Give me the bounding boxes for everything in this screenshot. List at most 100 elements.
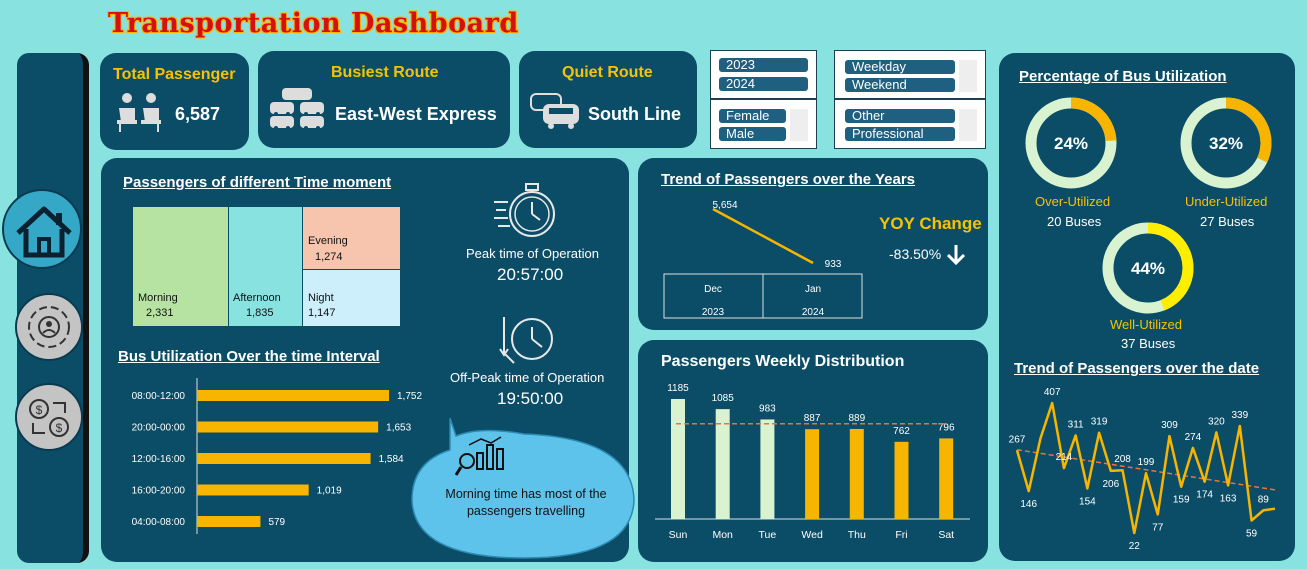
busiest-route-label: Busiest Route — [331, 64, 439, 81]
treemap-afternoon — [228, 207, 302, 326]
trend-years-panel — [638, 158, 988, 330]
slicer-scroll[interactable] — [790, 109, 808, 141]
treemap-night-label: Night — [308, 292, 334, 304]
weekly-value-label: 889 — [848, 413, 865, 424]
home-icon[interactable] — [2, 189, 82, 269]
weekly-value-label: 1185 — [667, 383, 689, 394]
people-network-icon[interactable] — [15, 293, 83, 361]
slicer-item-professional[interactable]: Professional — [845, 127, 955, 141]
clock-rewind-icon — [496, 309, 560, 374]
date-point-label: 208 — [1114, 454, 1131, 465]
weekly-value-label: 983 — [759, 403, 776, 414]
hbar-bar — [197, 421, 379, 433]
slicer-item-female[interactable]: Female — [719, 109, 786, 123]
hbar-value-label: 579 — [268, 517, 285, 528]
analytics-icon — [454, 435, 507, 484]
offpeak-label: Off-Peak time of Operation — [450, 370, 605, 385]
date-point-label: 274 — [1185, 432, 1202, 443]
weekly-value-label: 762 — [893, 426, 910, 437]
weekly-bar — [849, 428, 864, 519]
year-point-label: 5,654 — [712, 200, 737, 211]
treemap-night — [302, 270, 400, 326]
donut-under-label: Under-Utilized — [1185, 194, 1268, 209]
donut-well-count: 37 Buses — [1121, 336, 1176, 351]
weekly-category-label: Sat — [938, 529, 954, 541]
hbar-value-label: 1,752 — [397, 391, 422, 402]
date-point-label: 146 — [1020, 499, 1037, 510]
weekly-bar — [939, 438, 954, 519]
hbar-bar — [197, 390, 389, 401]
date-point-label: 267 — [1009, 434, 1026, 445]
donut-arc — [1025, 97, 1117, 189]
trend-date-title: Trend of Passengers over the date — [1014, 360, 1260, 377]
utilization-donuts: 24% 32% 44% — [1025, 97, 1272, 314]
slicer-scroll[interactable] — [959, 60, 977, 92]
treemap-night-value: 1,147 — [308, 307, 336, 319]
donut-percent-label: 32% — [1209, 134, 1243, 153]
trend-years-chart: 5,654 933 Dec 2023 Jan 2024 — [663, 200, 863, 319]
yoy-label: YOY Change — [879, 214, 982, 233]
treemap-evening — [302, 207, 400, 269]
slicer-item-weekday[interactable]: Weekday — [845, 60, 955, 74]
weekly-bar — [894, 441, 909, 519]
year-category-label: Jan — [805, 284, 821, 295]
date-point-label: 339 — [1231, 410, 1248, 421]
treemap-morning — [133, 207, 228, 326]
slicer-item-2023[interactable]: 2023 — [719, 58, 808, 72]
money-exchange-icon[interactable]: $ $ — [15, 383, 83, 451]
year-line-series — [712, 207, 814, 265]
date-point-label: 319 — [1091, 417, 1108, 428]
treemap-evening-label: Evening — [308, 235, 348, 247]
treemap-afternoon-value: 1,835 — [246, 307, 274, 319]
slicer-item-weekend[interactable]: Weekend — [845, 78, 955, 92]
date-point-label: 309 — [1161, 420, 1178, 431]
yoy-value: -83.50% — [889, 246, 942, 262]
busiest-route-value: East-West Express — [335, 104, 497, 124]
hbar-category-label: 04:00-08:00 — [132, 517, 186, 528]
occupation-slicer: Other Professional — [834, 99, 986, 149]
quiet-route-card — [519, 51, 697, 148]
weekly-chart: 1185 Sun 1085 Mon 983 Tue 887 Wed 889 Thu 762 Fri 79… — [655, 383, 970, 541]
date-point-label: 59 — [1246, 529, 1258, 540]
year-slicer: 2023 2024 — [710, 50, 817, 99]
hbar-value-label: 1,653 — [386, 423, 411, 434]
dashboard-title: Transportation Dashboard — [108, 8, 519, 39]
donut-arc — [1102, 222, 1194, 314]
weekly-value-label: 887 — [804, 413, 821, 424]
slicer-item-male[interactable]: Male — [719, 127, 786, 141]
weekly-category-label: Wed — [801, 529, 823, 541]
total-passenger-value: 6,587 — [175, 104, 221, 124]
date-point-label: 154 — [1079, 496, 1096, 507]
hbar-category-label: 08:00-12:00 — [132, 391, 186, 402]
date-line-series — [1015, 401, 1276, 535]
trend-years-title: Trend of Passengers over the Years — [661, 171, 916, 188]
date-trendline — [1016, 448, 1276, 491]
treemap-evening-value: 1,274 — [315, 251, 343, 263]
hbar-value-label: 1,584 — [379, 454, 404, 465]
callout-text: Morning time has most of the passengers … — [445, 487, 607, 518]
arrow-down-icon — [945, 243, 967, 272]
slicer-scroll[interactable] — [959, 109, 977, 141]
weekly-value-label: 796 — [938, 422, 955, 433]
date-point-label: 206 — [1102, 479, 1119, 490]
svg-text:$: $ — [36, 403, 43, 417]
weekly-category-label: Mon — [712, 529, 733, 541]
date-point-label: 199 — [1138, 457, 1155, 468]
weekly-bar — [671, 399, 685, 519]
weekly-bar — [760, 419, 775, 519]
hbar-bar — [197, 484, 309, 496]
daytype-slicer: Weekday Weekend — [834, 50, 986, 99]
weekly-category-label: Fri — [895, 529, 907, 541]
date-point-label: 159 — [1173, 495, 1190, 506]
year-group-label: 2023 — [702, 307, 725, 318]
treemap-morning-value: 2,331 — [146, 307, 174, 319]
slicer-item-2024[interactable]: 2024 — [719, 77, 808, 91]
hbar-bar — [197, 516, 261, 527]
donut-over-label: Over-Utilized — [1035, 194, 1111, 209]
hbar-value-label: 1,019 — [317, 486, 342, 497]
donut-well-label: Well-Utilized — [1110, 317, 1182, 332]
year-group-label: 2024 — [802, 307, 825, 318]
slicer-item-other[interactable]: Other — [845, 109, 955, 123]
quiet-route-value: South Line — [588, 104, 681, 124]
stopwatch-icon — [492, 178, 560, 245]
